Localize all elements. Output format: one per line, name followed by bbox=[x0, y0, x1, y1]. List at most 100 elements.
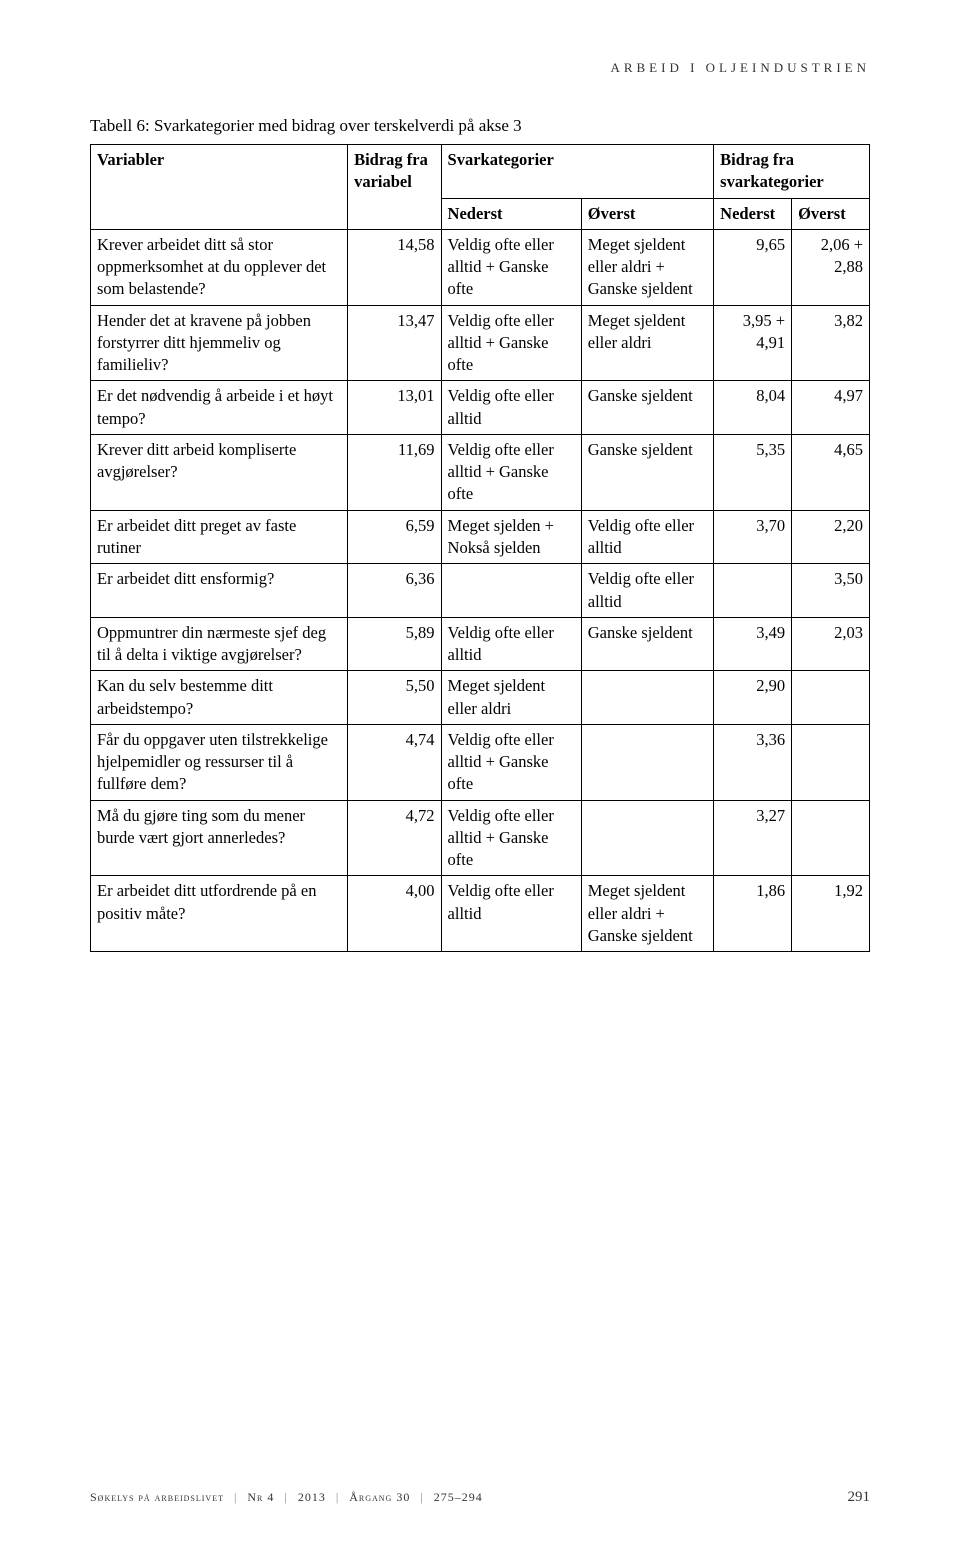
cell-variabel: Oppmuntrer din nærmeste sjef deg til å d… bbox=[91, 617, 348, 671]
th-overst-2: Øverst bbox=[792, 198, 870, 229]
footer-divider-icon: | bbox=[420, 1490, 423, 1504]
cell-nederst: Veldig ofte eller alltid bbox=[441, 381, 581, 435]
cell-variabel: Krever arbeidet ditt så stor oppmerksomh… bbox=[91, 229, 348, 305]
cell-variabel: Kan du selv bestemme ditt arbeidstempo? bbox=[91, 671, 348, 725]
cell-overst bbox=[581, 724, 713, 800]
footer-divider-icon: | bbox=[284, 1490, 287, 1504]
cell-overst: Meget sjeldent eller aldri + Ganske sjel… bbox=[581, 229, 713, 305]
th-variabler: Variabler bbox=[91, 145, 348, 230]
cell-overst: Meget sjeldent eller aldri + Ganske sjel… bbox=[581, 876, 713, 952]
cell-bidrag: 4,00 bbox=[348, 876, 441, 952]
table-row: Hender det at kravene på jobben forstyrr… bbox=[91, 305, 870, 381]
cell-overst: Ganske sjeldent bbox=[581, 381, 713, 435]
table-row: Får du oppgaver uten tilstrekkelige hjel… bbox=[91, 724, 870, 800]
section-header: ARBEID I OLJEINDUSTRIEN bbox=[90, 60, 870, 76]
cell-overst: Veldig ofte eller alltid bbox=[581, 564, 713, 618]
cell-nederst: Veldig ofte eller alltid bbox=[441, 617, 581, 671]
footer-divider-icon: | bbox=[336, 1490, 339, 1504]
cell-br-nederst: 3,27 bbox=[714, 800, 792, 876]
cell-bidrag: 5,50 bbox=[348, 671, 441, 725]
cell-br-overst: 3,50 bbox=[792, 564, 870, 618]
cell-bidrag: 6,59 bbox=[348, 510, 441, 564]
cell-variabel: Er det nødvendig å arbeide i et høyt tem… bbox=[91, 381, 348, 435]
cell-bidrag: 11,69 bbox=[348, 434, 441, 510]
cell-overst: Ganske sjeldent bbox=[581, 434, 713, 510]
cell-br-overst: 2,20 bbox=[792, 510, 870, 564]
th-svarkategorier: Svarkategorier bbox=[441, 145, 714, 199]
th-overst-1: Øverst bbox=[581, 198, 713, 229]
footer-divider-icon: | bbox=[234, 1490, 237, 1504]
cell-variabel: Får du oppgaver uten tilstrekkelige hjel… bbox=[91, 724, 348, 800]
table-body: Krever arbeidet ditt så stor oppmerksomh… bbox=[91, 229, 870, 951]
cell-br-nederst: 9,65 bbox=[714, 229, 792, 305]
cell-variabel: Er arbeidet ditt utfordrende på en posit… bbox=[91, 876, 348, 952]
cell-nederst: Veldig ofte eller alltid bbox=[441, 876, 581, 952]
table-row: Oppmuntrer din nærmeste sjef deg til å d… bbox=[91, 617, 870, 671]
cell-nederst: Veldig ofte eller alltid + Ganske ofte bbox=[441, 724, 581, 800]
footer-pages: 275–294 bbox=[434, 1490, 483, 1504]
footer-vol: Årgang 30 bbox=[349, 1490, 410, 1504]
page-footer: Søkelys på arbeidslivet | Nr 4 | 2013 | … bbox=[90, 1489, 870, 1506]
table-row: Er arbeidet ditt ensformig? 6,36 Veldig … bbox=[91, 564, 870, 618]
cell-nederst bbox=[441, 564, 581, 618]
table-caption: Tabell 6: Svarkategorier med bidrag over… bbox=[90, 116, 870, 136]
cell-br-overst: 3,82 bbox=[792, 305, 870, 381]
cell-nederst: Veldig ofte eller alltid + Ganske ofte bbox=[441, 229, 581, 305]
table-row: Er det nødvendig å arbeide i et høyt tem… bbox=[91, 381, 870, 435]
cell-bidrag: 13,01 bbox=[348, 381, 441, 435]
th-bidrag-variabel: Bidrag fra variabel bbox=[348, 145, 441, 230]
cell-bidrag: 5,89 bbox=[348, 617, 441, 671]
cell-overst: Meget sjeldent eller aldri bbox=[581, 305, 713, 381]
cell-br-overst bbox=[792, 671, 870, 725]
cell-bidrag: 4,74 bbox=[348, 724, 441, 800]
cell-variabel: Er arbeidet ditt preget av faste rutiner bbox=[91, 510, 348, 564]
cell-br-nederst: 3,70 bbox=[714, 510, 792, 564]
th-nederst-2: Nederst bbox=[714, 198, 792, 229]
cell-br-overst: 4,65 bbox=[792, 434, 870, 510]
cell-nederst: Meget sjelden + Nokså sjelden bbox=[441, 510, 581, 564]
cell-br-nederst: 1,86 bbox=[714, 876, 792, 952]
cell-br-nederst: 3,95 + 4,91 bbox=[714, 305, 792, 381]
cell-bidrag: 14,58 bbox=[348, 229, 441, 305]
cell-overst: Veldig ofte eller alltid bbox=[581, 510, 713, 564]
data-table: Variabler Bidrag fra variabel Svarkatego… bbox=[90, 144, 870, 952]
cell-br-nederst: 2,90 bbox=[714, 671, 792, 725]
cell-bidrag: 4,72 bbox=[348, 800, 441, 876]
cell-nederst: Meget sjeldent eller aldri bbox=[441, 671, 581, 725]
cell-br-overst bbox=[792, 724, 870, 800]
cell-br-nederst: 3,36 bbox=[714, 724, 792, 800]
table-row: Krever ditt arbeid kompliserte avgjørels… bbox=[91, 434, 870, 510]
cell-variabel: Hender det at kravene på jobben forstyrr… bbox=[91, 305, 348, 381]
cell-variabel: Er arbeidet ditt ensformig? bbox=[91, 564, 348, 618]
table-row: Er arbeidet ditt utfordrende på en posit… bbox=[91, 876, 870, 952]
table-row: Må du gjøre ting som du mener burde vært… bbox=[91, 800, 870, 876]
th-bidrag-svarkategorier: Bidrag fra svarkategorier bbox=[714, 145, 870, 199]
cell-br-nederst bbox=[714, 564, 792, 618]
footer-journal: Søkelys på arbeidslivet bbox=[90, 1490, 224, 1504]
cell-overst bbox=[581, 800, 713, 876]
cell-variabel: Må du gjøre ting som du mener burde vært… bbox=[91, 800, 348, 876]
th-nederst-1: Nederst bbox=[441, 198, 581, 229]
cell-br-overst: 2,03 bbox=[792, 617, 870, 671]
cell-bidrag: 13,47 bbox=[348, 305, 441, 381]
cell-nederst: Veldig ofte eller alltid + Ganske ofte bbox=[441, 434, 581, 510]
page-number: 291 bbox=[848, 1489, 871, 1506]
cell-br-nederst: 8,04 bbox=[714, 381, 792, 435]
cell-br-nederst: 5,35 bbox=[714, 434, 792, 510]
table-row: Er arbeidet ditt preget av faste rutiner… bbox=[91, 510, 870, 564]
cell-br-overst: 4,97 bbox=[792, 381, 870, 435]
cell-nederst: Veldig ofte eller alltid + Ganske ofte bbox=[441, 800, 581, 876]
cell-overst bbox=[581, 671, 713, 725]
cell-br-overst: 1,92 bbox=[792, 876, 870, 952]
table-header-row-1: Variabler Bidrag fra variabel Svarkatego… bbox=[91, 145, 870, 199]
cell-nederst: Veldig ofte eller alltid + Ganske ofte bbox=[441, 305, 581, 381]
footer-nr: Nr 4 bbox=[247, 1490, 274, 1504]
footer-year: 2013 bbox=[298, 1490, 326, 1504]
cell-br-overst: 2,06 + 2,88 bbox=[792, 229, 870, 305]
cell-br-overst bbox=[792, 800, 870, 876]
table-row: Kan du selv bestemme ditt arbeidstempo? … bbox=[91, 671, 870, 725]
footer-left: Søkelys på arbeidslivet | Nr 4 | 2013 | … bbox=[90, 1490, 483, 1505]
cell-overst: Ganske sjeldent bbox=[581, 617, 713, 671]
table-row: Krever arbeidet ditt så stor oppmerksomh… bbox=[91, 229, 870, 305]
cell-bidrag: 6,36 bbox=[348, 564, 441, 618]
